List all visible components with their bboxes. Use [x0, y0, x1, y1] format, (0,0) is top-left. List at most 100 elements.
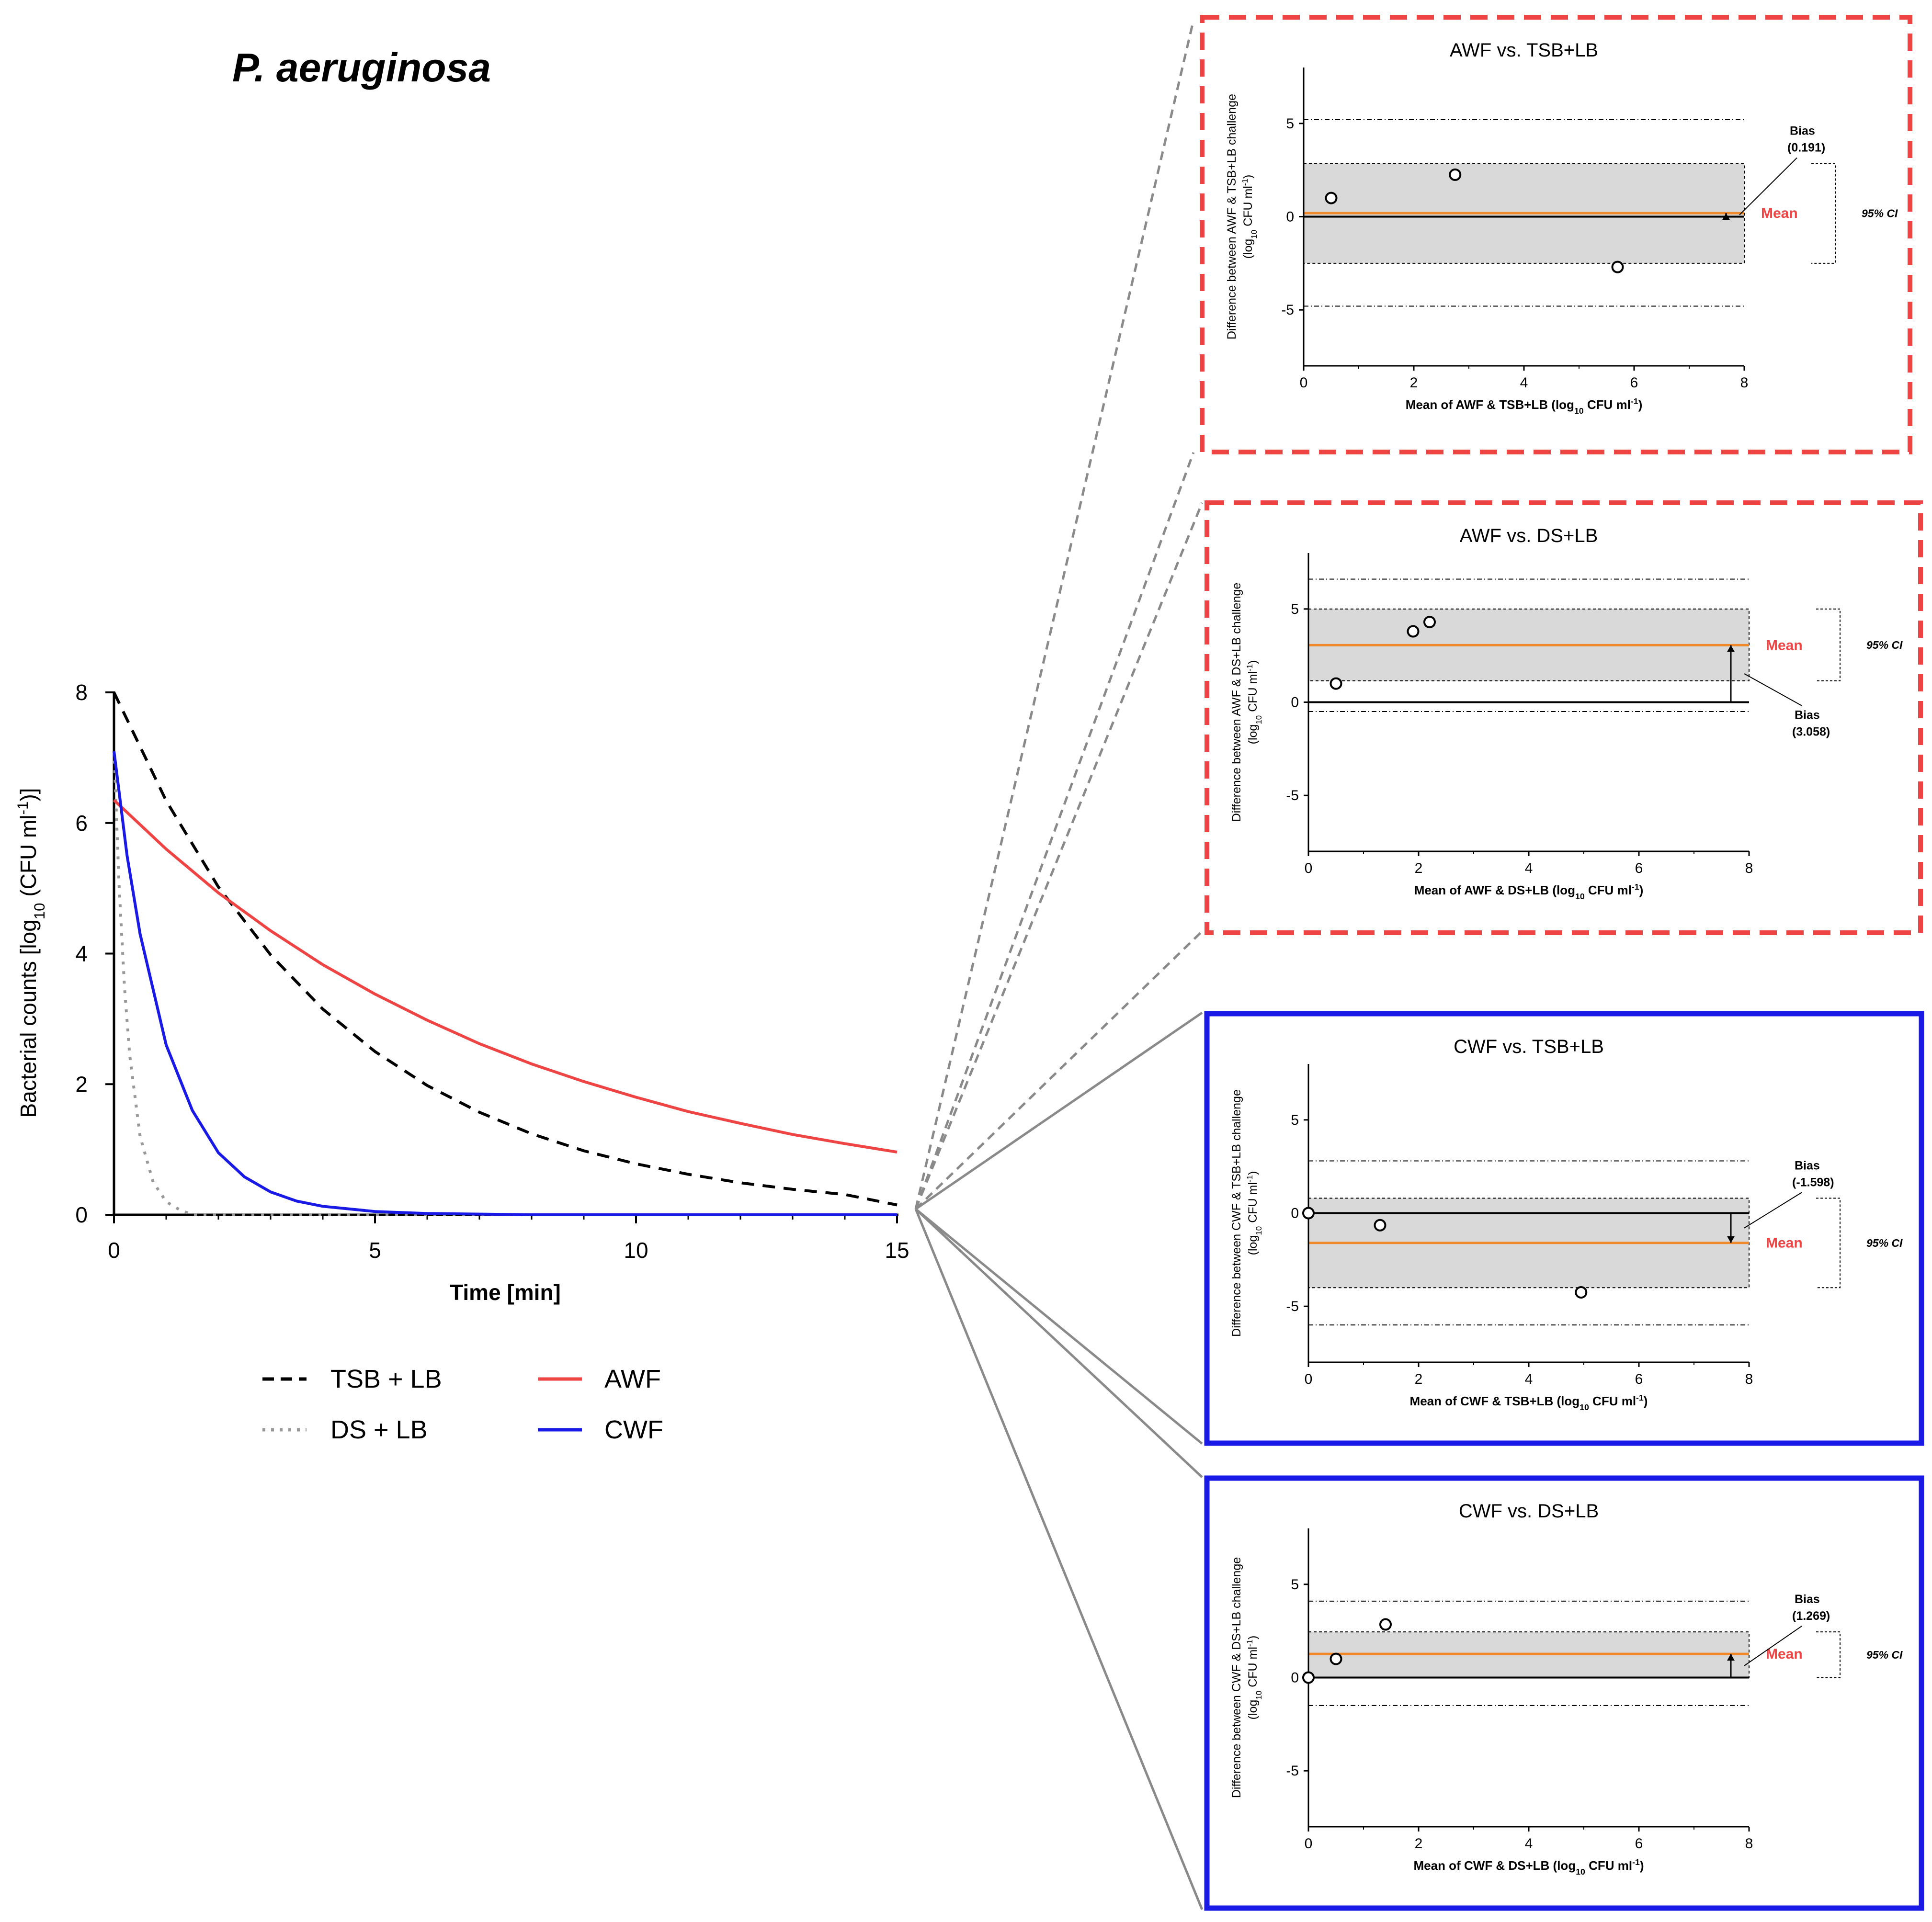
ba-y-axis-label-units: (log10 CFU ml-1): [1240, 175, 1259, 259]
ba-title: AWF vs. TSB+LB: [1450, 40, 1598, 61]
connector-line: [915, 1011, 1203, 1210]
main-x-axis-label: Time [min]: [450, 1280, 561, 1305]
ba-panel-4: CWF vs. DS+LB 0 2 4 6 8 5 0 -5 Mean of CWF & DS+L…: [1204, 1475, 1924, 1911]
ba-x-axis-label-part: ): [1644, 1394, 1648, 1408]
ba-y-tick-label: -5: [1286, 1299, 1299, 1314]
ba-x-tick-label: 4: [1525, 1371, 1533, 1387]
ba-x-axis-label-part: ): [1640, 1858, 1644, 1873]
ba-x-tick-label: 6: [1635, 860, 1643, 876]
bias-arrow-head: [1727, 645, 1735, 652]
ba-x-axis-label-part: CFU ml: [1585, 1858, 1632, 1873]
ba-x-tick-label: 8: [1745, 1836, 1753, 1852]
ba-y-axis-label-units-part: (log: [1246, 1235, 1260, 1255]
ba-x-tick-label: 0: [1305, 1836, 1313, 1852]
ba-y-axis-label-units-part: -1: [1245, 664, 1254, 671]
ba-y-axis-label-units-part: ): [1241, 175, 1255, 179]
bias-value: (1.269): [1792, 1609, 1830, 1623]
main-y-axis-label-part: Bacterial counts [log: [16, 919, 41, 1118]
series-line-awf: [113, 799, 898, 1154]
ba-panel-frame: [1204, 1475, 1924, 1911]
ba-y-axis-label-units-part: (log: [1246, 724, 1260, 745]
ba-x-axis-label-part: CFU ml: [1584, 397, 1631, 412]
data-point: [1302, 1207, 1315, 1220]
ba-title: AWF vs. DS+LB: [1460, 525, 1598, 546]
data-point: [1449, 168, 1462, 181]
main-y-axis-label-part: 10: [31, 903, 48, 919]
ba-x-axis-label: Mean of AWF & TSB+LB (log10 CFU ml-1): [1406, 396, 1642, 416]
ba-x-axis-label-part: ): [1638, 397, 1643, 412]
data-point: [1423, 616, 1436, 629]
ba-x-tick-label: 6: [1635, 1836, 1643, 1852]
bias-arrow-head: [1722, 213, 1730, 220]
ba-y-axis-label-units-part: ): [1246, 1171, 1260, 1175]
ba-x-tick-label: 8: [1745, 1371, 1753, 1387]
ba-x-axis-label-part: 10: [1580, 1402, 1589, 1412]
mean-label: Mean: [1766, 1646, 1803, 1662]
data-point: [1325, 192, 1338, 204]
ba-y-axis-label-units-part: CFU ml: [1246, 671, 1260, 715]
bias-label: Bias: [1790, 124, 1815, 138]
ba-title: CWF vs. DS+LB: [1459, 1501, 1599, 1522]
ba-y-tick-label: 0: [1291, 1670, 1299, 1686]
mean-label: Mean: [1766, 637, 1803, 653]
main-y-axis-label-part: )]: [16, 788, 41, 802]
ba-x-tick-label: 2: [1410, 375, 1418, 391]
ci-bracket: [1816, 1631, 1841, 1678]
bias-value: (3.058): [1792, 725, 1830, 739]
data-point: [1302, 1671, 1315, 1684]
connector-line: [914, 1209, 1204, 1910]
connector-line: [914, 452, 1195, 1210]
ba-y-axis-label-units-part: -1: [1240, 179, 1250, 186]
ba-y-axis-label-units-part: CFU ml: [1246, 1182, 1260, 1226]
ba-y-axis-label-units-part: (log: [1246, 1700, 1260, 1720]
data-point: [1330, 677, 1342, 690]
ba-x-tick-label: 4: [1525, 860, 1533, 876]
connector-line: [914, 502, 1204, 1210]
ba-y-tick-label: 0: [1291, 1206, 1299, 1221]
main-y-tick-label: 0: [75, 1202, 88, 1227]
series-line-tsb-lb: [113, 691, 898, 1207]
ci-bracket: [1811, 163, 1836, 264]
main-y-tick-label: 4: [75, 941, 88, 966]
ba-y-axis-label-units-part: CFU ml: [1246, 1647, 1260, 1691]
main-y-tick-label: 6: [75, 811, 88, 836]
ba-x-tick-label: 8: [1745, 860, 1753, 876]
ba-y-tick-label: 5: [1286, 116, 1294, 132]
ba-y-axis-label-units: (log10 CFU ml-1): [1245, 1636, 1263, 1720]
bias-arrow-head: [1727, 1654, 1735, 1661]
ba-x-tick-label: 8: [1740, 375, 1749, 391]
ba-x-axis-label-part: 10: [1575, 892, 1585, 901]
bias-value: (-1.598): [1792, 1176, 1834, 1189]
ba-x-tick-label: 0: [1305, 860, 1313, 876]
ba-y-axis-label-units-part: 10: [1254, 715, 1263, 724]
ba-y-axis-label-units-part: 10: [1250, 230, 1259, 239]
bias-leader-line: [1739, 157, 1797, 215]
legend-label-awf: AWF: [604, 1365, 661, 1393]
ba-x-axis-label-part: Mean of CWF & DS+LB (log: [1414, 1858, 1576, 1873]
ba-title: CWF vs. TSB+LB: [1454, 1036, 1604, 1057]
ba-y-tick-label: -5: [1281, 302, 1294, 318]
connector-line: [914, 20, 1195, 1210]
ci-bracket: [1816, 1198, 1841, 1289]
main-y-tick-label: 8: [75, 680, 88, 705]
data-point: [1575, 1286, 1588, 1299]
ba-panel-frame: [1200, 15, 1912, 454]
ba-y-axis-label-units-part: -1: [1245, 1639, 1254, 1647]
bias-arrow-head: [1727, 1236, 1735, 1243]
data-point: [1611, 260, 1624, 273]
ci-bracket: [1816, 608, 1841, 681]
main-x-tick-label: 15: [885, 1238, 909, 1263]
data-point: [1407, 625, 1420, 638]
ba-x-axis-label-part: CFU ml: [1589, 1394, 1636, 1408]
ba-panel-frame: [1205, 500, 1923, 935]
ba-y-axis-label-units-part: ): [1246, 1636, 1260, 1639]
bias-leader-line: [1744, 1192, 1802, 1229]
main-x-tick-label: 5: [369, 1238, 381, 1263]
ba-panel-frame: [1204, 1011, 1924, 1446]
ba-x-tick-label: 6: [1635, 1371, 1643, 1387]
main-y-axis-label-part: (CFU ml: [16, 814, 41, 903]
figure-title: P. aeruginosa: [232, 45, 491, 90]
main-y-axis-label-part: -1: [14, 802, 31, 815]
ba-y-tick-label: -5: [1286, 1763, 1299, 1779]
ba-y-axis-label-units-part: -1: [1245, 1175, 1254, 1182]
